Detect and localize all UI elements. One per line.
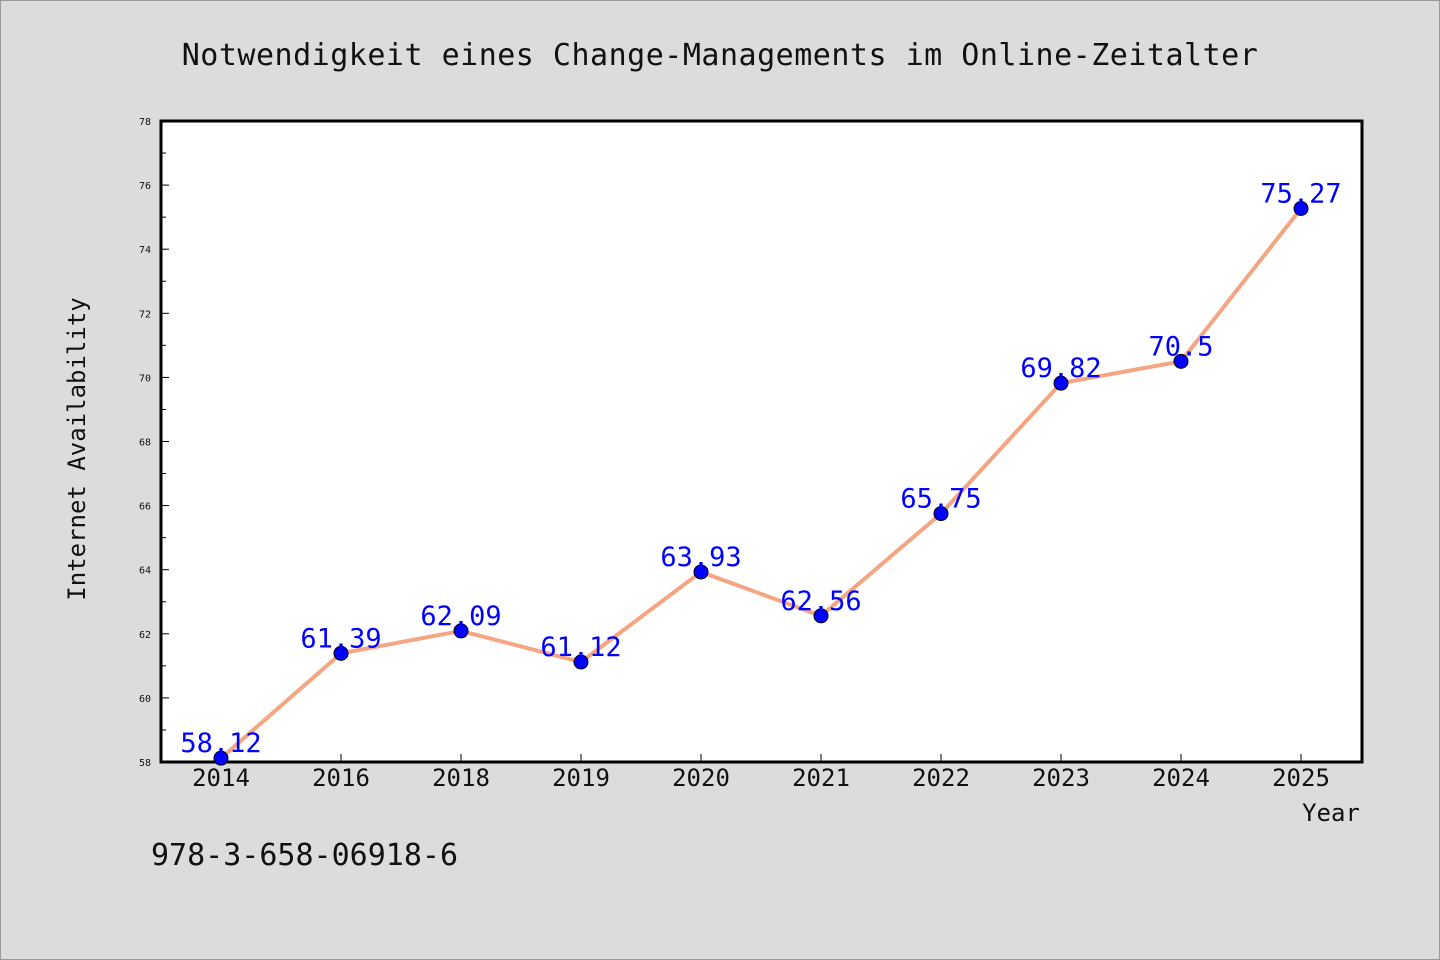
y-tick-label: 74 <box>139 245 151 256</box>
data-label: 63.93 <box>660 542 741 573</box>
data-label: 62.09 <box>420 601 501 632</box>
data-point <box>213 750 229 766</box>
x-tick-label: 2024 <box>1152 764 1210 792</box>
y-axis-label: Internet Availability <box>63 297 91 600</box>
data-label: 70.5 <box>1148 331 1213 362</box>
y-axis: 58 60 62 64 66 68 70 72 74 76 78 <box>139 117 169 769</box>
chart-title: Notwendigkeit eines Change-Managements i… <box>182 38 1259 73</box>
x-tick-label: 2022 <box>912 764 970 792</box>
x-tick-label: 2018 <box>432 764 490 792</box>
y-tick-label: 60 <box>139 694 151 705</box>
data-point <box>333 645 349 661</box>
y-tick-label: 72 <box>139 309 151 320</box>
data-label: 62.56 <box>780 586 861 617</box>
y-tick-label: 78 <box>139 117 151 128</box>
data-label: 75.27 <box>1260 178 1341 209</box>
x-tick-label: 2023 <box>1032 764 1090 792</box>
series-line <box>219 206 1303 761</box>
x-axis-label: Year <box>1302 799 1360 827</box>
x-tick-label: 2025 <box>1272 764 1330 792</box>
x-tick-label: 2014 <box>192 764 250 792</box>
data-point <box>693 564 709 580</box>
data-point <box>813 608 829 624</box>
y-tick-label: 76 <box>139 181 151 192</box>
y-tick-label: 58 <box>139 758 151 769</box>
data-label: 61.12 <box>540 632 621 663</box>
data-point <box>573 654 589 670</box>
y-tick-label: 68 <box>139 438 151 449</box>
x-tick-label: 2016 <box>312 764 370 792</box>
x-tick-label: 2020 <box>672 764 730 792</box>
x-tick-label: 2021 <box>792 764 850 792</box>
data-label: 69.82 <box>1020 353 1101 384</box>
data-point <box>1173 353 1189 369</box>
data-label: 61.39 <box>300 623 381 654</box>
data-point <box>453 623 469 639</box>
y-tick-label: 66 <box>139 502 151 513</box>
series-layer <box>213 200 1309 766</box>
y-tick-label: 62 <box>139 630 151 641</box>
y-tick-label: 64 <box>139 566 151 577</box>
data-point <box>1293 200 1309 216</box>
data-label-layer: 58.12 61.39 62.09 61.12 63.93 62.56 65.75 69.82… <box>180 178 1341 759</box>
data-label: 58.12 <box>180 728 261 759</box>
x-axis: 2014 2016 2018 2019 2020 2021 2022 2023 2024 2025 <box>192 754 1330 792</box>
data-label: 65.75 <box>900 484 981 515</box>
data-point <box>933 506 949 522</box>
plot-area <box>159 119 1364 764</box>
isbn-footnote: 978-3-658-06918-6 <box>151 838 458 873</box>
y-tick-label: 70 <box>139 373 151 384</box>
data-point <box>1053 375 1069 391</box>
x-tick-label: 2019 <box>552 764 610 792</box>
